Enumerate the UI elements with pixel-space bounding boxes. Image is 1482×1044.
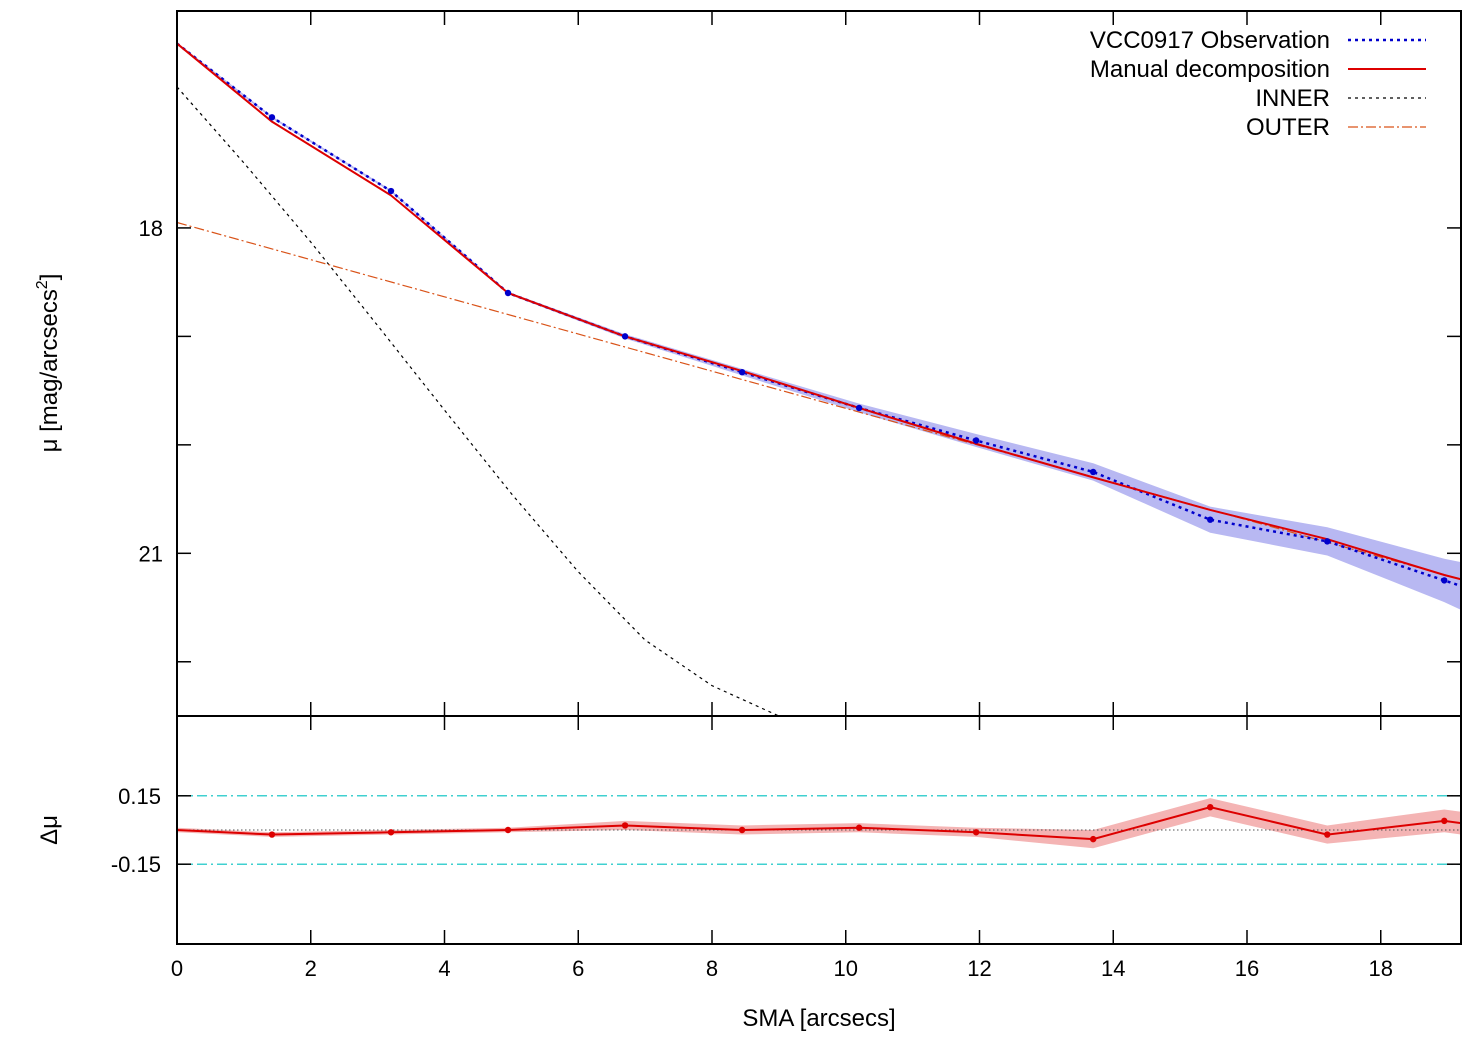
residual-band <box>177 798 1461 849</box>
residual-panel: 0.15 -0.15 0 2 4 6 8 10 12 14 16 18 Δμ SMA [arcsecs… <box>36 715 1462 1032</box>
x-tick-label-2: 4 <box>438 956 450 981</box>
observation-point-7 <box>972 437 980 444</box>
residual-point-6 <box>855 824 863 831</box>
x-tick-label-1: 2 <box>305 956 317 981</box>
main-bands <box>177 42 1461 610</box>
observation-point-2 <box>387 187 395 195</box>
observation-point-11 <box>1441 577 1448 584</box>
residual-point-7 <box>972 829 980 836</box>
res-y-tick-label-0: 0.15 <box>118 784 161 809</box>
observation-point-1 <box>268 114 276 121</box>
residual-point-4 <box>621 822 629 829</box>
main-y-axis-label-text: μ [mag/arcsecs <box>36 289 63 452</box>
x-tick-label-6: 12 <box>967 956 991 981</box>
residual-ticks: 0.15 -0.15 0 2 4 6 8 10 12 14 16 18 <box>111 716 1461 981</box>
residual-point-11 <box>1441 817 1448 825</box>
x-tick-label-3: 6 <box>572 956 584 981</box>
x-tick-label-0: 0 <box>171 956 183 981</box>
series-line-inner <box>177 86 780 716</box>
legend-label-manual: Manual decomposition <box>1090 56 1330 83</box>
residual-point-2 <box>387 829 395 836</box>
x-tick-label-7: 14 <box>1101 956 1125 981</box>
residual-point-1 <box>268 831 276 838</box>
residual-plot-frame <box>176 715 1462 945</box>
x-tick-label-8: 16 <box>1235 956 1259 981</box>
observation-band <box>177 42 1461 610</box>
residual-y-axis-label: Δμ <box>36 815 63 845</box>
legend-label-outer: OUTER <box>1246 114 1330 141</box>
main-lines <box>177 42 1461 716</box>
main-panel: 18 21 μ [mag/arcsecs2] <box>34 10 1462 717</box>
x-tick-label-9: 18 <box>1369 956 1393 981</box>
residual-bands <box>177 798 1461 849</box>
x-tick-label-5: 10 <box>834 956 858 981</box>
residual-point-5 <box>738 826 746 834</box>
x-axis-label: SMA [arcsecs] <box>742 1005 895 1032</box>
observation-point-4 <box>621 333 629 340</box>
observation-point-3 <box>504 289 512 297</box>
observation-point-10 <box>1324 538 1331 545</box>
legend-label-observation: VCC0917 Observation <box>1090 27 1330 54</box>
main-y-tick-label-1: 21 <box>139 541 163 566</box>
legend: VCC0917 Observation Manual decomposition… <box>1090 27 1426 141</box>
legend-label-inner: INNER <box>1255 85 1330 112</box>
main-y-axis-label-sup: 2 <box>34 280 51 289</box>
main-y-axis-label: μ [mag/arcsecs2] <box>34 274 63 453</box>
main-y-tick-label-0: 18 <box>139 216 163 241</box>
observation-point-5 <box>738 368 746 376</box>
residual-point-9 <box>1207 804 1214 811</box>
residual-point-3 <box>504 826 512 834</box>
observation-point-8 <box>1089 468 1097 476</box>
series-line-outer <box>177 221 1461 580</box>
res-y-tick-label-1: -0.15 <box>111 852 161 877</box>
residual-lines <box>177 795 1461 865</box>
x-tick-label-4: 8 <box>706 956 718 981</box>
residual-point-10 <box>1324 831 1331 838</box>
observation-point-6 <box>855 404 863 412</box>
main-y-axis-label-close: ] <box>36 274 63 281</box>
residual-point-8 <box>1089 835 1097 843</box>
observation-point-9 <box>1207 516 1214 523</box>
